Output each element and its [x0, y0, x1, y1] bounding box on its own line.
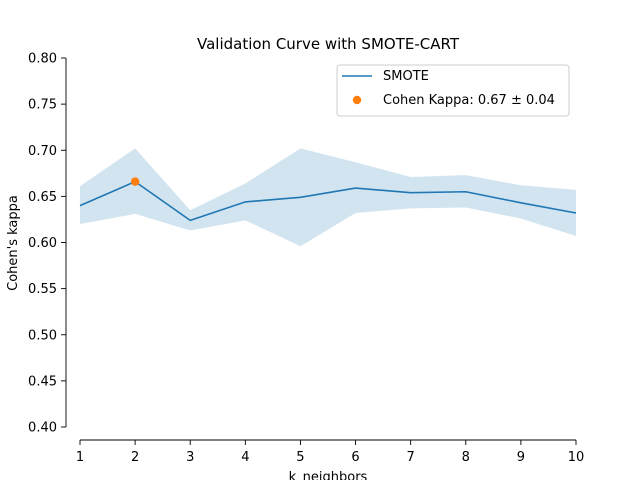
- x-tick-label: 6: [351, 450, 359, 465]
- y-axis-label: Cohen's kappa: [6, 195, 21, 291]
- x-tick-label: 4: [241, 450, 249, 465]
- legend-smote-label: SMOTE: [383, 69, 429, 84]
- y-tick-label: 0.70: [28, 144, 57, 159]
- x-tick-label: 9: [517, 450, 525, 465]
- y-tick-label: 0.80: [28, 52, 57, 67]
- x-axis-label: k_neighbors: [289, 470, 368, 480]
- y-tick-label: 0.60: [28, 236, 57, 251]
- x-tick-label: 3: [186, 450, 194, 465]
- y-tick-label: 0.55: [28, 282, 57, 297]
- legend-frame: [336, 64, 570, 117]
- x-tick-label: 2: [131, 450, 139, 465]
- x-tick-label: 10: [568, 450, 585, 465]
- x-tick-label: 7: [407, 450, 415, 465]
- x-tick-label: 1: [76, 450, 84, 465]
- y-tick-label: 0.65: [28, 190, 57, 205]
- x-tick-label: 5: [296, 450, 304, 465]
- x-axis: 1 2 3 4 5 6 7 8 9 10: [76, 439, 585, 465]
- y-tick-label: 0.40: [28, 421, 57, 436]
- x-tick-label: 8: [462, 450, 470, 465]
- legend-highlight-marker: [352, 95, 362, 105]
- best-score-point: [130, 177, 140, 186]
- y-tick-label: 0.75: [28, 98, 57, 113]
- y-tick-label: 0.50: [28, 328, 57, 343]
- y-axis: 0.40 0.45 0.50 0.55 0.60 0.65 0.70 0.75 0.80: [28, 52, 67, 436]
- smote-confidence-band: [80, 148, 576, 247]
- legend: SMOTE Cohen Kappa: 0.67 ± 0.04: [336, 64, 570, 117]
- y-tick-label: 0.45: [28, 374, 57, 389]
- chart-title: Validation Curve with SMOTE-CART: [197, 35, 460, 53]
- legend-highlight-label: Cohen Kappa: 0.67 ± 0.04: [383, 93, 555, 108]
- smote-series-line: [79, 180, 577, 222]
